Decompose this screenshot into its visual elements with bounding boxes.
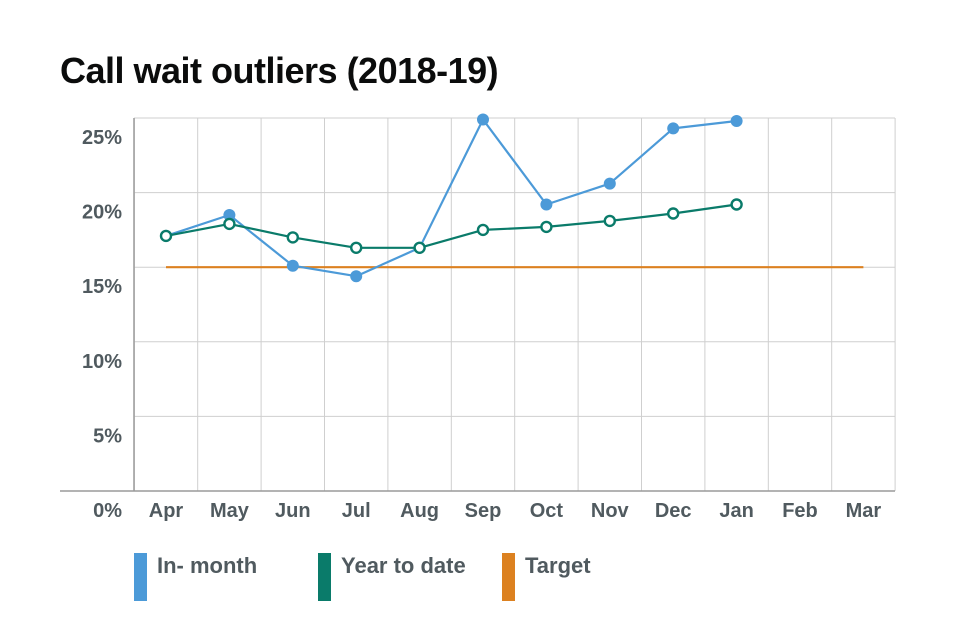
grid: [133, 117, 896, 491]
data-point-year-to-date: [730, 198, 743, 211]
data-point-in-month: [540, 198, 553, 211]
data-point-year-to-date: [159, 229, 173, 243]
legend-swatch-in-month: [134, 553, 147, 601]
data-point-in-month: [477, 113, 489, 126]
data-point-year-to-date: [540, 220, 553, 234]
x-tick-label: Sep: [465, 500, 502, 522]
y-tick-label: 5%: [93, 425, 122, 447]
legend-item-target: Target: [502, 553, 591, 601]
data-point-in-month: [223, 209, 236, 221]
x-tick-label: Feb: [782, 500, 818, 522]
data-point-year-to-date: [476, 223, 490, 237]
x-tick-label: Jul: [342, 500, 371, 522]
x-tick-label: Mar: [846, 500, 882, 522]
data-point-year-to-date: [413, 241, 426, 255]
data-point-in-month: [286, 259, 299, 272]
y-tick-label: 10%: [82, 351, 122, 373]
y-tick-label: 25%: [82, 127, 122, 149]
axes: [60, 118, 895, 492]
legend-item-year-to-date: Year to date: [318, 553, 466, 601]
series-line-in-month: [165, 118, 737, 278]
data-point-year-to-date: [223, 217, 236, 231]
data-point-in-month: [730, 115, 743, 127]
legend-label-target: Target: [525, 553, 591, 578]
tick-labels: 0% 5% 10% 15% 20% 25% Apr May Jun Jul Aug Sep Oct Nov…: [82, 127, 881, 522]
x-tick-label: Dec: [655, 500, 692, 522]
y-tick-label: 15%: [82, 276, 122, 298]
legend-label-in-month: In- month: [157, 553, 258, 578]
legend-label-year-to-date: Year to date: [341, 553, 466, 578]
series-line-year-to-date: [165, 203, 737, 249]
x-tick-label: Apr: [149, 500, 184, 522]
x-tick-label: Nov: [591, 500, 630, 522]
data-point-in-month: [667, 122, 680, 135]
chart-title: Call wait outliers (2018-19): [60, 50, 499, 91]
x-tick-label: May: [210, 500, 250, 522]
data-point-in-month: [350, 270, 363, 283]
legend-swatch-target: [502, 553, 515, 601]
x-tick-label: Jun: [275, 500, 311, 522]
series: [159, 113, 864, 283]
x-tick-label: Aug: [400, 500, 439, 522]
data-point-year-to-date: [603, 214, 616, 228]
data-point-year-to-date: [350, 241, 363, 255]
legend-swatch-year-to-date: [318, 553, 331, 601]
data-point-year-to-date: [667, 207, 680, 220]
y-tick-label: 0%: [93, 500, 122, 522]
legend-item-in-month: In- month: [134, 553, 257, 601]
y-tick-label: 20%: [82, 202, 122, 224]
x-tick-label: Oct: [530, 500, 564, 522]
data-point-in-month: [603, 177, 616, 190]
x-tick-label: Jan: [719, 500, 753, 522]
data-point-year-to-date: [286, 231, 299, 244]
